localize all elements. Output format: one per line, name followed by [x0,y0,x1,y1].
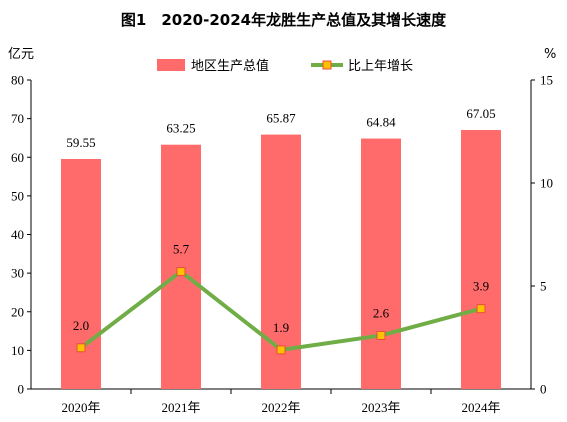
line-marker [76,343,86,353]
left-tick-label: 40 [11,227,24,242]
line-marker [176,267,186,277]
right-tick-label: 10 [540,176,553,191]
line-marker [476,304,486,314]
x-category-label: 2024年 [461,400,500,415]
legend-bar-label: 地区生产总值 [191,58,269,74]
legend: 地区生产总值 比上年增长 [157,58,413,74]
x-category-label: 2020年 [61,400,100,415]
right-tick-label: 0 [540,382,547,397]
left-tick-label: 10 [11,343,24,358]
left-axis-unit: 亿元 [8,47,34,62]
right-tick-label: 15 [540,73,553,88]
line-marker [276,345,286,355]
line-value-label: 1.9 [273,320,289,335]
line-value-label: 5.7 [173,242,190,257]
bar-value-label: 64.84 [366,115,396,130]
plot-area: 0 10 20 30 40 50 60 70 80 0 5 10 15 2020年 2021年 2022年 20… [11,73,553,416]
left-tick-label: 60 [11,150,24,165]
x-category-label: 2022年 [261,400,300,415]
left-tick-label: 30 [11,266,24,281]
bar [61,158,101,389]
left-tick-label: 70 [11,111,24,126]
right-axis-unit: % [544,47,556,62]
left-tick-label: 50 [11,188,24,203]
bar-value-label: 59.55 [66,135,95,150]
x-category-label: 2021年 [161,400,200,415]
legend-marker-swatch [322,60,332,70]
legend-line-label: 比上年增长 [348,59,413,74]
bar [361,138,401,389]
bar-value-label: 65.87 [266,111,296,126]
x-category-label: 2023年 [361,400,400,415]
left-tick-label: 20 [11,304,24,319]
left-tick-label: 80 [11,73,24,88]
right-tick-label: 5 [540,279,547,294]
line-value-label: 3.9 [473,279,489,294]
left-tick-label: 0 [18,382,25,397]
bar-value-label: 67.05 [466,106,495,121]
line-value-label: 2.0 [73,318,89,333]
chart-title: 图1 2020-2024年龙胜生产总值及其增长速度 [121,11,447,29]
line-marker [376,330,386,340]
legend-bar-swatch [157,59,185,71]
bar [161,144,201,389]
bar [461,130,501,389]
line-value-label: 2.6 [373,305,390,320]
bar-value-label: 63.25 [166,121,195,136]
